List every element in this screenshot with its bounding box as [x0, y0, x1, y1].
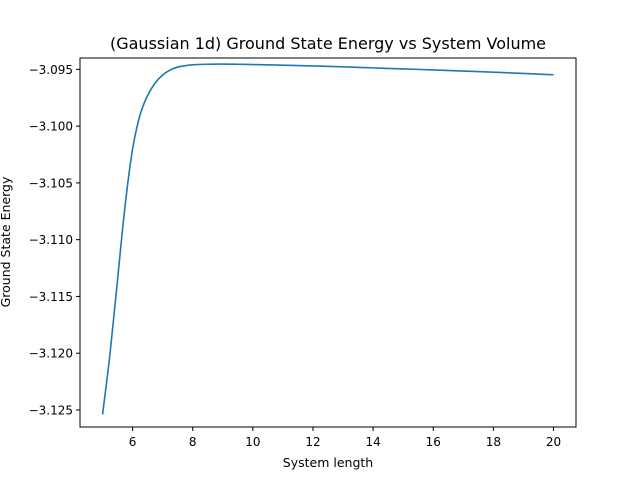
y-tick-label: −3.125	[29, 403, 73, 417]
x-tick-label: 14	[365, 435, 380, 449]
y-tick-label: −3.095	[29, 63, 73, 77]
x-axis-label: System length	[283, 455, 373, 470]
x-axis: 6 8 10 12 14 16 18 20	[129, 427, 561, 449]
chart-title: (Gaussian 1d) Ground State Energy vs Sys…	[110, 34, 546, 53]
x-tick-label: 20	[546, 435, 561, 449]
y-axis: −3.095 −3.100 −3.105 −3.110 −3.115 −3.120 −3.1…	[29, 63, 80, 417]
series-line-0	[101, 63, 554, 415]
y-tick-label: −3.105	[29, 176, 73, 190]
x-tick-label: 6	[129, 435, 137, 449]
y-tick-label: −3.115	[29, 290, 73, 304]
series-layer	[101, 63, 554, 415]
x-tick-label: 10	[245, 435, 260, 449]
plot-area-frame	[79, 57, 577, 428]
y-tick-label: −3.100	[29, 120, 73, 134]
y-tick-label: −3.110	[29, 233, 73, 247]
y-tick-label: −3.120	[29, 347, 73, 361]
x-tick-label: 12	[305, 435, 320, 449]
x-tick-label: 18	[486, 435, 501, 449]
y-axis-label: Ground State Energy	[0, 176, 13, 307]
x-tick-label: 8	[189, 435, 197, 449]
x-tick-label: 16	[426, 435, 441, 449]
